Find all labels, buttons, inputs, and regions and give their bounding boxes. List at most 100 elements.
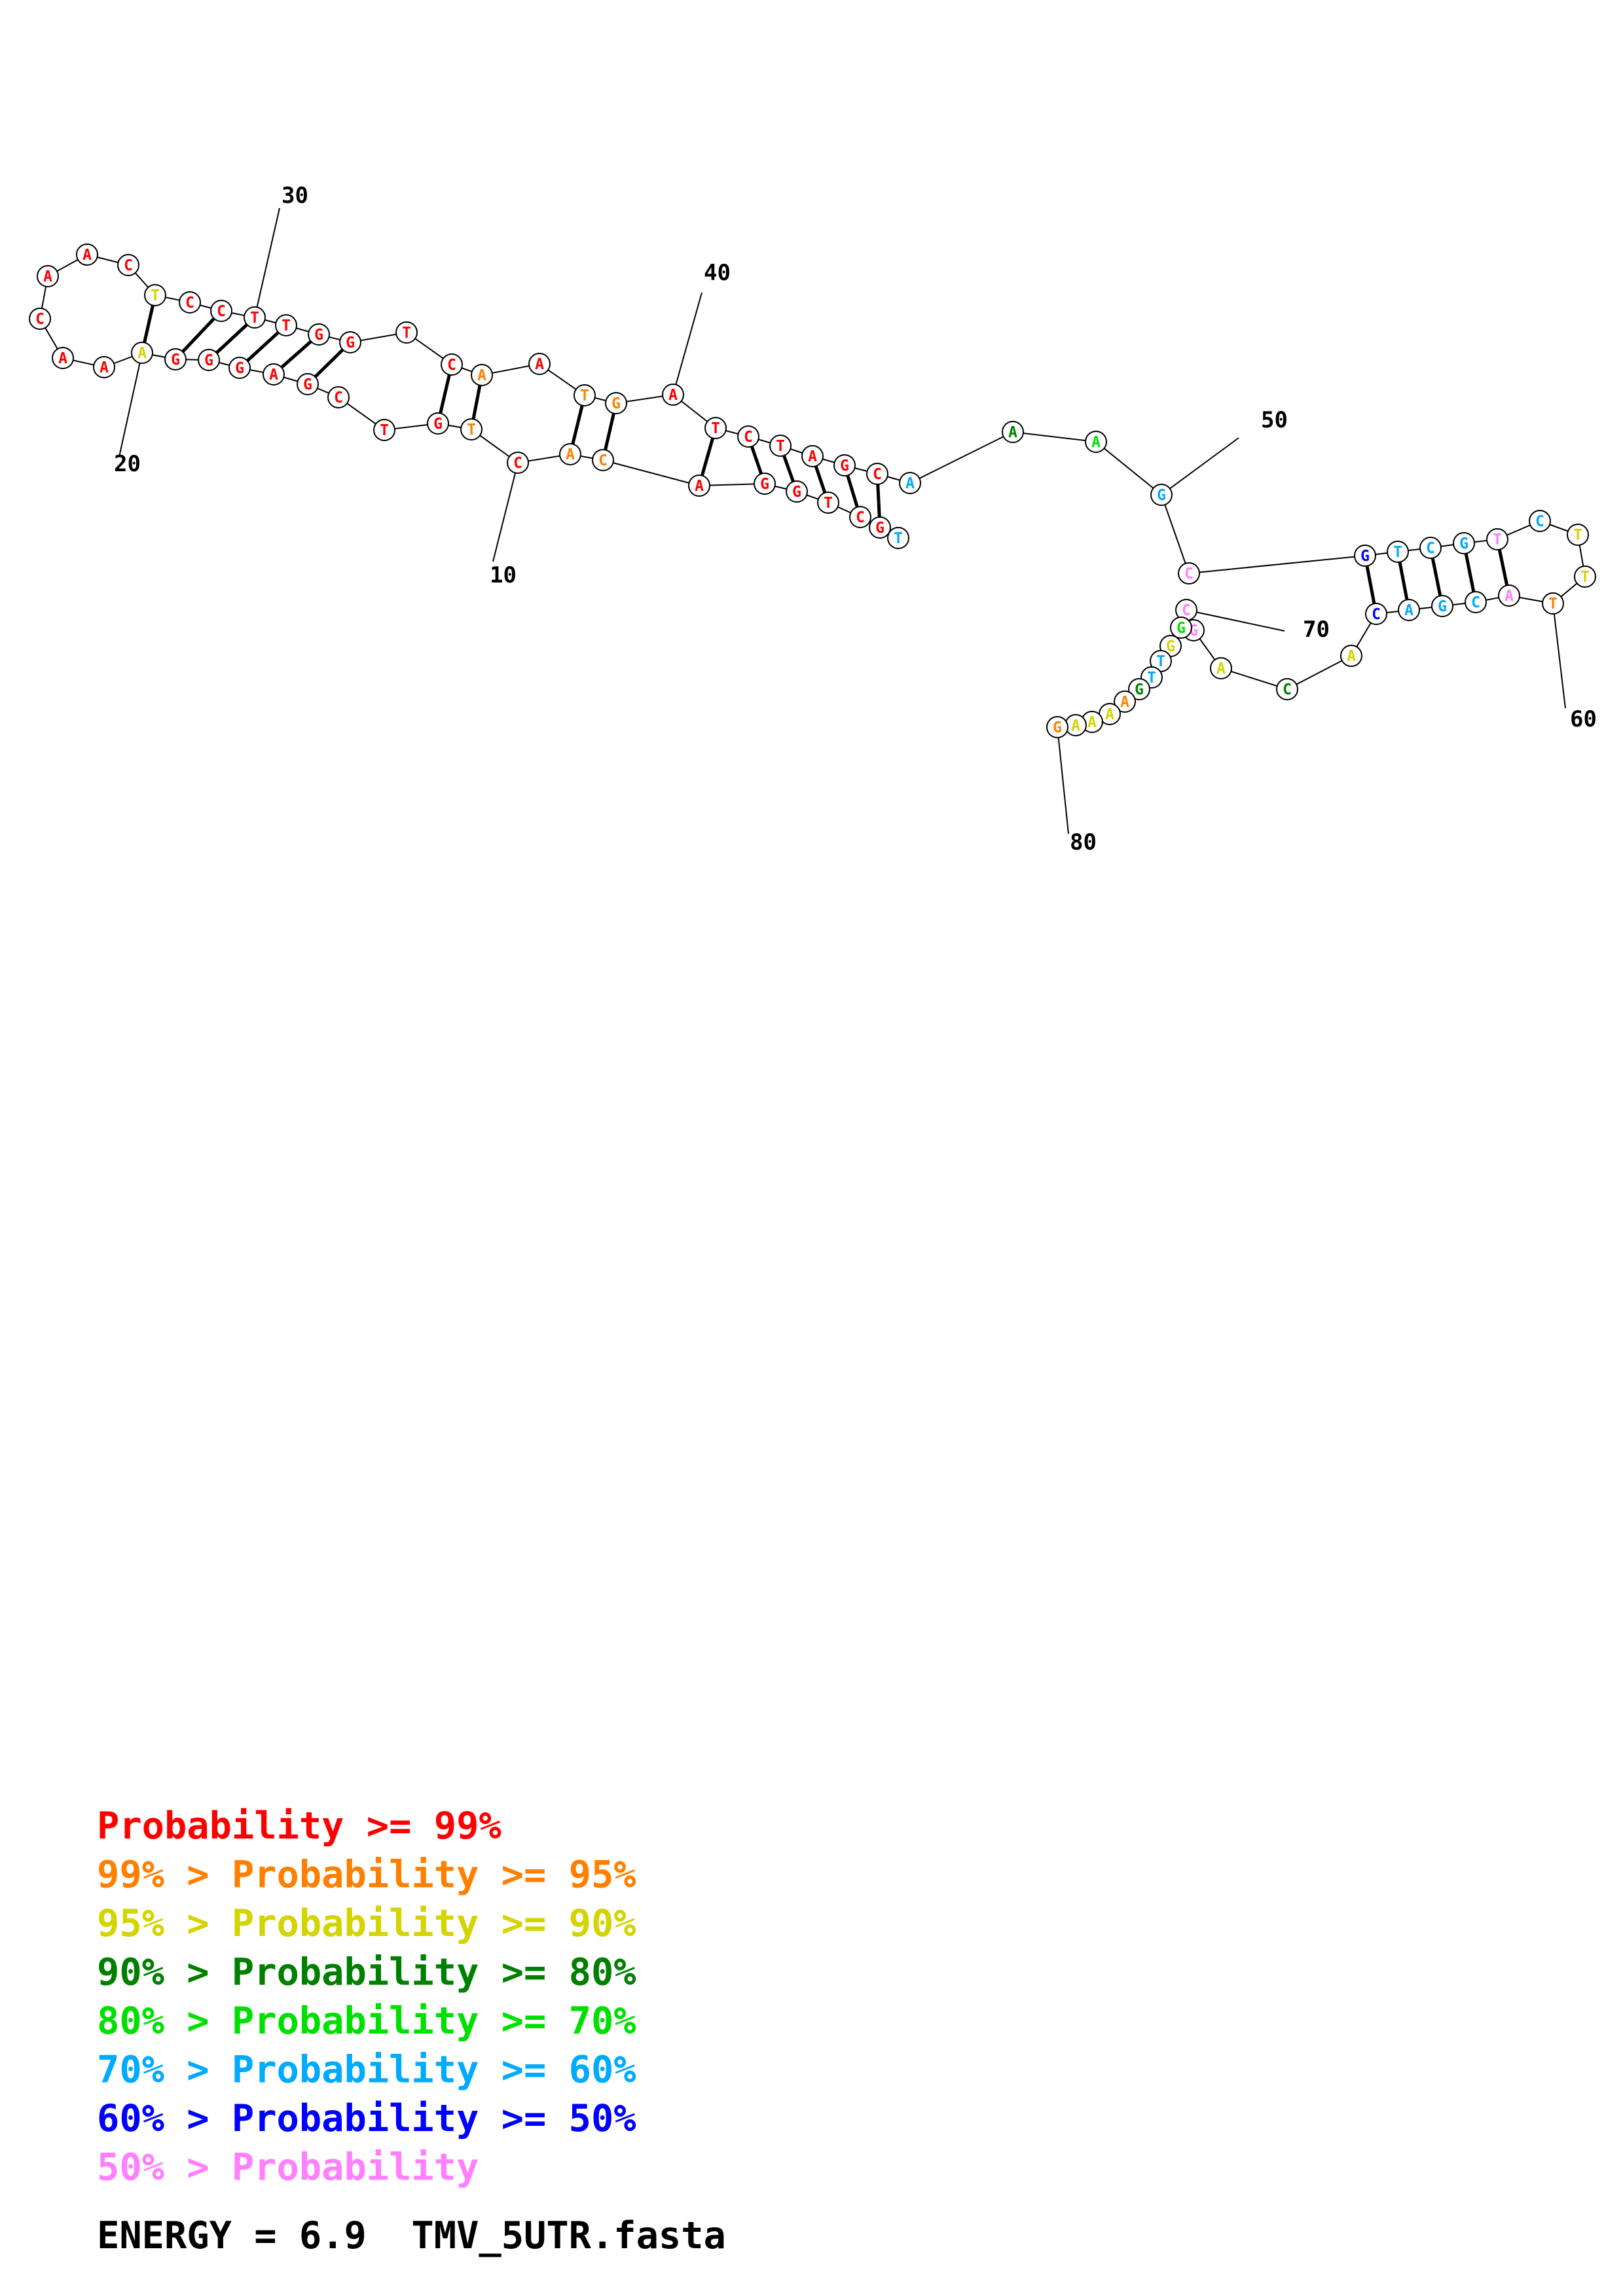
nucleotide-45: G	[833, 454, 856, 476]
nucleotide-15: G	[297, 373, 319, 395]
svg-text:T: T	[250, 310, 259, 327]
svg-text:A: A	[808, 448, 817, 465]
nucleotide-35: C	[441, 353, 463, 376]
nucleotide-60: T	[1542, 592, 1564, 615]
nucleotide-61: A	[1498, 584, 1520, 607]
nucleotide-37: A	[528, 353, 551, 375]
base-pair-5-43	[782, 455, 795, 482]
base-pair-6-42	[750, 446, 763, 475]
nucleotide-79: A	[1065, 714, 1087, 736]
svg-text:C: C	[1471, 594, 1480, 611]
svg-text:C: C	[1182, 602, 1191, 619]
base-pair-15-33	[314, 348, 344, 378]
nucleotide-63: G	[1431, 595, 1453, 617]
nucleotide-75: G	[1128, 678, 1150, 700]
nucleotide-4: T	[817, 492, 839, 514]
index-tick-30	[254, 207, 280, 318]
nucleotide-54: C	[1419, 537, 1442, 559]
legend-row-8: 50% > Probability	[97, 2146, 479, 2189]
svg-text:C: C	[873, 466, 882, 483]
svg-text:C: C	[598, 452, 608, 469]
svg-text:G: G	[611, 395, 621, 412]
nucleotide-62: C	[1465, 591, 1487, 613]
svg-text:A: A	[1347, 648, 1356, 665]
base-pair-7-41	[700, 437, 715, 476]
svg-text:G: G	[875, 520, 884, 537]
legend-row-3: 95% > Probability >= 90%	[97, 1902, 636, 1945]
nucleotide-8: C	[592, 449, 614, 471]
base-pair-11-36	[471, 385, 482, 420]
svg-text:G: G	[792, 484, 801, 501]
nucleotide-55: G	[1453, 532, 1475, 554]
svg-text:G: G	[204, 352, 213, 369]
svg-text:T: T	[1580, 569, 1590, 586]
legend-row-4: 90% > Probability >= 80%	[97, 1951, 636, 1994]
svg-text:A: A	[668, 387, 678, 404]
nucleotide-12: G	[427, 412, 449, 435]
svg-text:A: A	[1404, 602, 1413, 619]
svg-text:T: T	[1393, 544, 1402, 561]
base-pair-56-61	[1497, 549, 1509, 586]
svg-text:T: T	[380, 422, 389, 439]
base-pair-18-30	[215, 323, 248, 354]
base-pair-3-45	[846, 475, 859, 508]
nucleotide-78: A	[1081, 711, 1103, 733]
svg-text:G: G	[840, 457, 849, 475]
nucleotide-58: T	[1567, 524, 1589, 546]
svg-text:C: C	[1184, 565, 1194, 583]
svg-text:C: C	[856, 509, 865, 526]
svg-text:A: A	[1504, 588, 1514, 605]
nucleotide-11: T	[460, 418, 483, 440]
nucleotide-24: A	[37, 265, 59, 287]
svg-text:G: G	[1176, 620, 1186, 637]
nucleotide-71: G	[1170, 617, 1192, 639]
svg-text:C: C	[35, 311, 45, 328]
svg-text:C: C	[1283, 681, 1292, 698]
svg-text:G: G	[346, 334, 355, 351]
svg-text:A: A	[535, 356, 544, 373]
svg-text:A: A	[566, 446, 575, 463]
svg-text:A: A	[1071, 717, 1080, 734]
svg-text:A: A	[695, 478, 704, 495]
nucleotide-67: C	[1276, 678, 1298, 700]
svg-text:C: C	[334, 389, 343, 406]
index-labels: 10 20 30 40 50 60 70 80	[114, 183, 1597, 855]
nucleotide-70: C	[1175, 599, 1197, 621]
nucleotide-66: A	[1340, 645, 1362, 667]
index-tick-20	[119, 352, 143, 457]
index-tick-60	[1552, 603, 1566, 709]
base-pair-8-39	[604, 413, 615, 450]
index-tick-10	[492, 462, 519, 562]
base-pair-12-35	[439, 374, 451, 414]
nucleotide-50: G	[1150, 484, 1173, 506]
base-pair-20-27	[143, 305, 155, 343]
nucleotide-26: C	[117, 254, 139, 276]
svg-text:A: A	[1008, 424, 1017, 441]
base-pair-55-62	[1464, 553, 1476, 592]
svg-text:G: G	[171, 351, 180, 368]
legend-row-6: 70% > Probability >= 60%	[97, 2049, 636, 2092]
svg-text:G: G	[760, 476, 769, 493]
svg-text:A: A	[82, 247, 92, 264]
nucleotide-46: C	[866, 463, 888, 485]
svg-text:T: T	[711, 420, 720, 437]
nucleotide-10: C	[507, 452, 529, 474]
nucleotide-1: T	[887, 527, 909, 549]
base-pairs	[143, 305, 1509, 604]
nucleotide-34: T	[395, 321, 418, 344]
index-label-50: 50	[1261, 407, 1288, 433]
svg-text:A: A	[1091, 434, 1101, 451]
nucleotide-52: G	[1354, 545, 1376, 567]
svg-text:G: G	[303, 376, 312, 393]
svg-text:T: T	[1493, 531, 1502, 548]
nucleotide-41: T	[704, 417, 727, 439]
svg-text:A: A	[1216, 660, 1226, 677]
svg-text:T: T	[1156, 653, 1165, 670]
base-pair-9-38	[571, 404, 584, 445]
legend-row-2: 99% > Probability >= 95%	[97, 1854, 636, 1897]
svg-text:G: G	[1053, 719, 1062, 736]
nucleotide-39: G	[605, 392, 627, 414]
nucleotide-32: G	[308, 323, 330, 346]
base-pair-16-32	[280, 340, 312, 369]
